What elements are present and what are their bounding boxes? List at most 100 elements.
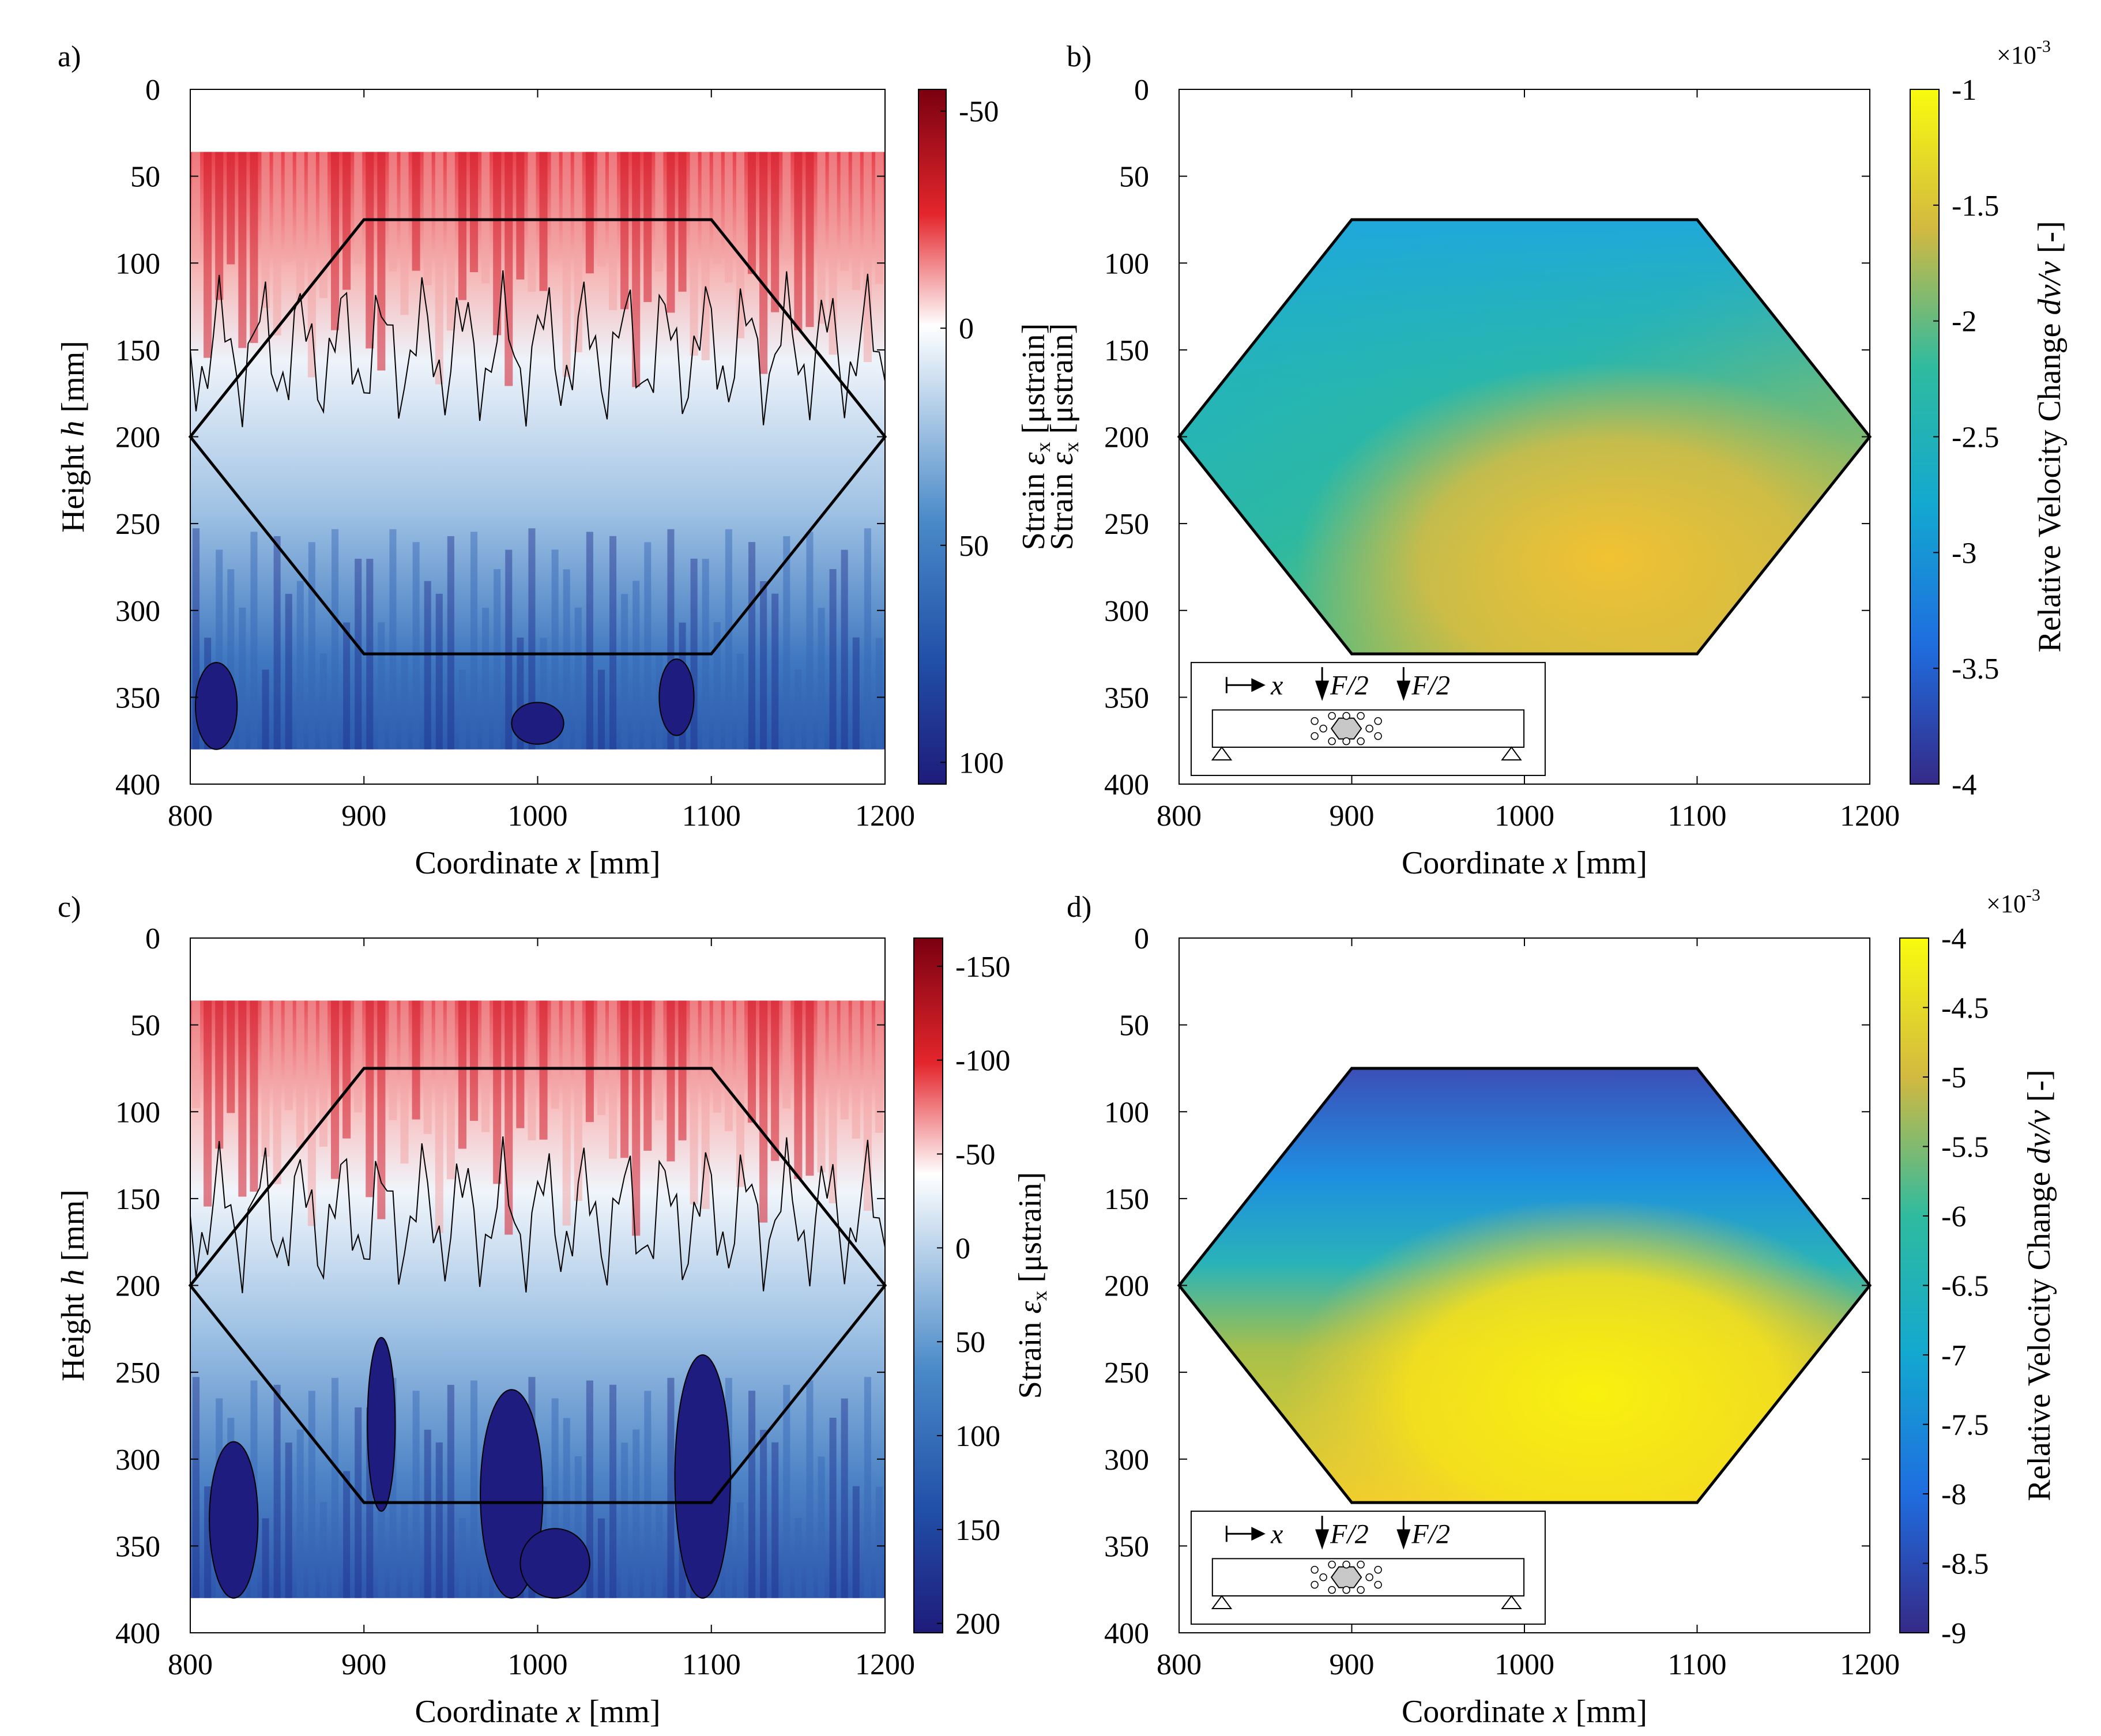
transducer-icon: [1357, 1586, 1365, 1594]
y-axis-label-sub: x: [1060, 442, 1083, 452]
strain-streak-bottom: [273, 1384, 281, 1598]
strain-streak-bottom: [760, 1429, 767, 1598]
strain-streak-top: [782, 152, 791, 260]
strain-streak-top: [736, 152, 744, 338]
y-tick-label: 0: [145, 922, 160, 955]
load-label: F/2: [1411, 1519, 1450, 1549]
strain-streak-bottom: [818, 608, 825, 750]
strain-streak-top: [875, 152, 883, 284]
strain-streak-top: [794, 1000, 803, 1179]
colorbar-label-sub: x: [1028, 1290, 1051, 1301]
strain-streak-bottom: [621, 594, 628, 750]
strain-streak-top: [817, 1000, 826, 1173]
strain-streak-top: [273, 152, 281, 336]
y-axis-label-var: h: [55, 1270, 91, 1286]
x-axis-label-prefix: Coordinate: [1402, 845, 1553, 881]
strain-streak-top: [296, 1000, 304, 1148]
y-tick-label: 350: [1104, 681, 1149, 714]
x-axis-label: Coordinate x [mm]: [1402, 845, 1647, 881]
y-tick-label: 400: [115, 769, 160, 801]
strain-streak-bottom: [319, 653, 327, 750]
strain-streak-top: [261, 152, 270, 308]
strain-streak-bottom: [783, 1385, 790, 1598]
strain-streak-bottom: [285, 594, 292, 750]
transducer-icon: [1342, 737, 1350, 745]
y-axis-label: Height h [mm]: [55, 341, 91, 533]
strain-streak-bottom: [864, 1377, 871, 1598]
colorbar: [918, 89, 947, 785]
colorbar-tick-label: 100: [955, 1420, 1000, 1453]
y-tick-label: 300: [1104, 595, 1149, 628]
strain-streak-top: [342, 1000, 351, 1139]
strain-streak-top: [759, 152, 768, 374]
strain-streak-bottom: [771, 593, 779, 750]
colorbar-label-unit: [μstrain]: [1012, 1172, 1048, 1291]
strain-streak-top: [805, 152, 814, 327]
strain-streak-top: [678, 152, 687, 292]
strain-streak-top: [632, 152, 641, 387]
beam-schematic: x F/2 F/2: [1190, 1511, 1546, 1625]
strain-streak-bottom: [760, 581, 767, 750]
strain-streak-top: [261, 1000, 270, 1157]
velocity-field-hotspot: [1179, 1068, 1870, 1503]
strain-streak-top: [724, 1000, 733, 1131]
y-tick-label: 50: [1119, 161, 1149, 194]
strain-streak-top: [377, 152, 386, 371]
y-tick-label: 400: [115, 1617, 160, 1650]
y-tick-label: 200: [1104, 421, 1149, 454]
strain-streak-top: [528, 1000, 536, 1140]
strain-streak-bottom: [818, 1456, 825, 1598]
x-tick-label: 1000: [1494, 1648, 1554, 1681]
transducer-icon: [1374, 717, 1382, 725]
y-axis-label-var: h: [55, 421, 91, 437]
support-left-icon: [1211, 746, 1233, 760]
strain-streak-top: [655, 1000, 664, 1121]
strain-streak-top: [227, 1000, 235, 1113]
load-arrow-icon: [1315, 680, 1330, 701]
y-tick-label: 0: [1134, 74, 1149, 107]
x-axis-label-unit: [mm]: [1568, 1694, 1647, 1730]
x-axis-label-prefix: Coordinate: [415, 1694, 566, 1730]
colorbar-tick-label: 150: [955, 1514, 1000, 1547]
hexagon-region-icon: [1330, 1566, 1362, 1588]
x-axis-label-unit: [mm]: [581, 1694, 660, 1730]
x-tick-label: 1000: [508, 800, 568, 833]
strain-streak-top: [493, 1000, 502, 1184]
strain-streak-top: [551, 152, 559, 261]
panel-a: a)800 900 1000 1100 120005010015020025030035…: [55, 40, 1055, 881]
colorbar-tick-label: -4: [1941, 922, 1966, 955]
colorbar-label: Relative Velocity Change dv/v [-]: [2021, 1070, 2057, 1501]
x-tick-label: 1200: [1840, 1648, 1900, 1681]
strain-streak-bottom: [378, 622, 385, 750]
strain-streak-top: [319, 1000, 327, 1147]
strain-streak-bottom: [308, 1391, 315, 1598]
y-tick-label: 350: [1104, 1530, 1149, 1563]
strain-streak-bottom: [273, 536, 281, 750]
y-tick-label: 400: [1104, 769, 1149, 801]
beam-schematic: x F/2 F/2: [1190, 662, 1546, 776]
x-tick-label: 1100: [682, 800, 741, 833]
transducer-icon: [1311, 1580, 1319, 1589]
y-tick-label: 350: [115, 681, 160, 714]
strain-streak-bottom: [332, 1377, 339, 1598]
velocity-field-hotspot: [1179, 219, 1870, 654]
x-tick-label: 900: [1330, 1648, 1375, 1681]
colorbar-tick-label: -50: [955, 1139, 995, 1172]
y-tick-label: 250: [115, 508, 160, 541]
strain-streak-top: [377, 1000, 386, 1219]
strain-streak-bottom: [574, 607, 582, 750]
strain-streak-top: [435, 1000, 443, 1233]
y-axis-label: Strain εx [μstrain]: [1044, 323, 1083, 551]
strain-streak-bottom: [343, 622, 351, 750]
strain-streak-top: [852, 152, 860, 290]
y-tick-label: 0: [1134, 922, 1149, 955]
strain-streak-bottom: [795, 669, 802, 750]
transducer-icon: [1311, 717, 1319, 725]
strain-streak-top: [331, 152, 340, 330]
strain-streak-top: [400, 152, 409, 315]
strain-streak-bottom: [355, 1407, 362, 1598]
strain-streak-bottom: [748, 542, 756, 750]
y-tick-label: 250: [115, 1357, 160, 1389]
strain-streak-top: [458, 152, 466, 300]
strain-streak-bottom: [424, 581, 431, 750]
